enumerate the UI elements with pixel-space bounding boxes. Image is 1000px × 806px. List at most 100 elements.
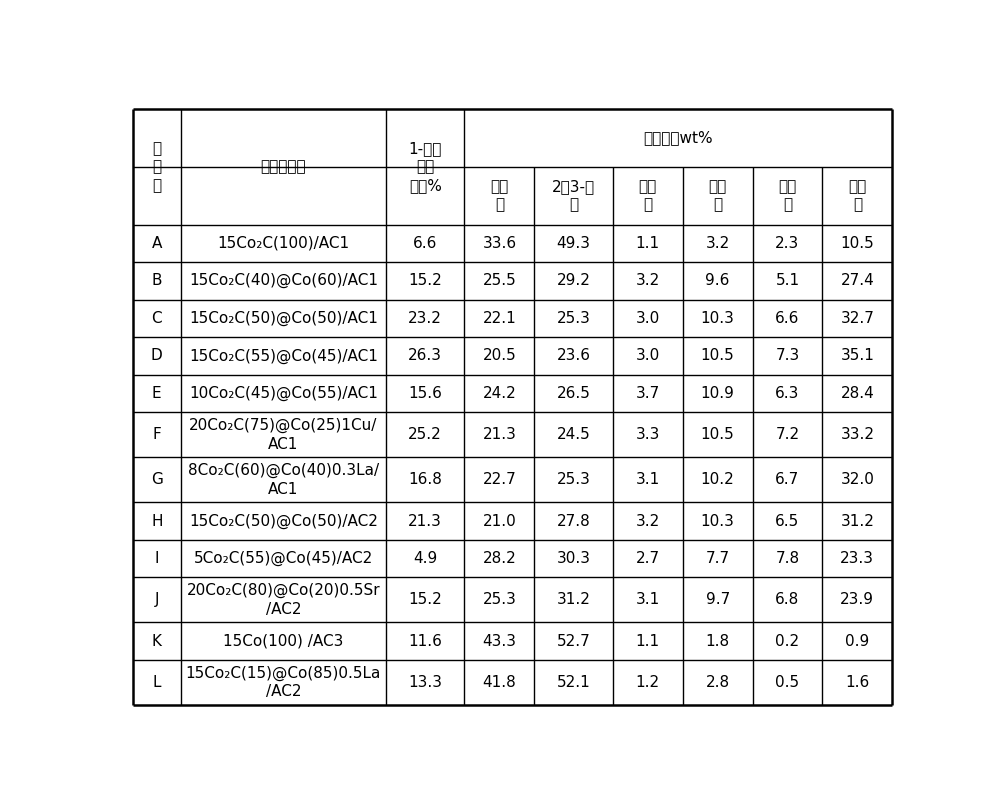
Text: 16.8: 16.8 xyxy=(408,472,442,488)
Text: 1.6: 1.6 xyxy=(845,675,869,690)
Text: 9.7: 9.7 xyxy=(706,592,730,608)
Text: 32.0: 32.0 xyxy=(840,472,874,488)
Text: E: E xyxy=(152,386,162,401)
Text: 催化剤组成: 催化剤组成 xyxy=(261,160,306,174)
Text: 15Co₂C(15)@Co(85)0.5La
/AC2: 15Co₂C(15)@Co(85)0.5La /AC2 xyxy=(186,666,381,700)
Text: 11.6: 11.6 xyxy=(408,634,442,649)
Text: C: C xyxy=(151,311,162,326)
Text: 30.3: 30.3 xyxy=(557,551,591,566)
Text: 5.1: 5.1 xyxy=(775,273,800,289)
Text: 3.2: 3.2 xyxy=(636,273,660,289)
Text: 23.3: 23.3 xyxy=(840,551,874,566)
Text: 25.3: 25.3 xyxy=(482,592,516,608)
Text: 1.8: 1.8 xyxy=(706,634,730,649)
Text: 25.5: 25.5 xyxy=(483,273,516,289)
Text: 25.3: 25.3 xyxy=(557,311,591,326)
Text: 24.2: 24.2 xyxy=(483,386,516,401)
Text: 10.5: 10.5 xyxy=(701,427,735,442)
Text: 32.7: 32.7 xyxy=(840,311,874,326)
Text: 10.3: 10.3 xyxy=(701,513,735,529)
Text: 22.7: 22.7 xyxy=(483,472,516,488)
Text: 8Co₂C(60)@Co(40)0.3La/
AC1: 8Co₂C(60)@Co(40)0.3La/ AC1 xyxy=(188,463,379,496)
Text: 35.1: 35.1 xyxy=(840,348,874,364)
Text: 异庚
醇: 异庚 醇 xyxy=(778,179,797,213)
Text: 15.6: 15.6 xyxy=(408,386,442,401)
Text: 15Co₂C(55)@Co(45)/AC1: 15Co₂C(55)@Co(45)/AC1 xyxy=(189,348,378,364)
Text: 1.2: 1.2 xyxy=(636,675,660,690)
Text: 1.1: 1.1 xyxy=(636,236,660,251)
Text: 0.9: 0.9 xyxy=(845,634,869,649)
Text: 6.6: 6.6 xyxy=(413,236,437,251)
Text: 2.7: 2.7 xyxy=(636,551,660,566)
Text: 6.7: 6.7 xyxy=(775,472,800,488)
Text: 异庚
醉: 异庚 醉 xyxy=(639,179,657,213)
Text: 20.5: 20.5 xyxy=(483,348,516,364)
Text: 1-己烯
转化
率，%: 1-己烯 转化 率，% xyxy=(409,141,442,193)
Text: 21.0: 21.0 xyxy=(483,513,516,529)
Text: 27.4: 27.4 xyxy=(840,273,874,289)
Text: 27.8: 27.8 xyxy=(557,513,590,529)
Text: 52.7: 52.7 xyxy=(557,634,590,649)
Text: 52.1: 52.1 xyxy=(557,675,590,690)
Text: 3.7: 3.7 xyxy=(636,386,660,401)
Text: 15.2: 15.2 xyxy=(408,592,442,608)
Text: 10Co₂C(45)@Co(55)/AC1: 10Co₂C(45)@Co(55)/AC1 xyxy=(189,386,378,401)
Text: L: L xyxy=(153,675,161,690)
Text: 23.6: 23.6 xyxy=(557,348,591,364)
Text: B: B xyxy=(152,273,162,289)
Text: 正庚
醇: 正庚 醇 xyxy=(848,179,866,213)
Text: 13.3: 13.3 xyxy=(408,675,442,690)
Text: 15Co₂C(100)/AC1: 15Co₂C(100)/AC1 xyxy=(217,236,349,251)
Text: 28.2: 28.2 xyxy=(483,551,516,566)
Text: A: A xyxy=(152,236,162,251)
Text: 25.3: 25.3 xyxy=(557,472,591,488)
Text: 7.2: 7.2 xyxy=(775,427,800,442)
Text: 31.2: 31.2 xyxy=(840,513,874,529)
Text: 1.1: 1.1 xyxy=(636,634,660,649)
Text: 25.2: 25.2 xyxy=(408,427,442,442)
Text: 3.3: 3.3 xyxy=(636,427,660,442)
Text: I: I xyxy=(155,551,159,566)
Text: 49.3: 49.3 xyxy=(557,236,591,251)
Text: 22.1: 22.1 xyxy=(483,311,516,326)
Text: 33.6: 33.6 xyxy=(482,236,516,251)
Text: 0.2: 0.2 xyxy=(775,634,800,649)
Text: 2.8: 2.8 xyxy=(706,675,730,690)
Text: H: H xyxy=(151,513,163,529)
Text: 正庚
醉: 正庚 醉 xyxy=(709,179,727,213)
Text: 6.5: 6.5 xyxy=(775,513,800,529)
Text: 6.6: 6.6 xyxy=(775,311,800,326)
Text: 29.2: 29.2 xyxy=(557,273,591,289)
Text: 选择性，wt%: 选择性，wt% xyxy=(644,131,713,146)
Text: 15Co(100) /AC3: 15Co(100) /AC3 xyxy=(223,634,344,649)
Text: 9.6: 9.6 xyxy=(705,273,730,289)
Text: 33.2: 33.2 xyxy=(840,427,874,442)
Text: 24.5: 24.5 xyxy=(557,427,590,442)
Text: 10.3: 10.3 xyxy=(701,311,735,326)
Text: 21.3: 21.3 xyxy=(408,513,442,529)
Text: 6.3: 6.3 xyxy=(775,386,800,401)
Text: 23.9: 23.9 xyxy=(840,592,874,608)
Text: 21.3: 21.3 xyxy=(482,427,516,442)
Text: 3.1: 3.1 xyxy=(636,592,660,608)
Text: K: K xyxy=(152,634,162,649)
Text: 催
化
剤: 催 化 剤 xyxy=(152,141,161,193)
Text: 3.0: 3.0 xyxy=(636,348,660,364)
Text: 0.5: 0.5 xyxy=(775,675,800,690)
Text: 15Co₂C(40)@Co(60)/AC1: 15Co₂C(40)@Co(60)/AC1 xyxy=(189,273,378,289)
Text: 2，3-己
烯: 2，3-己 烯 xyxy=(552,179,595,213)
Text: G: G xyxy=(151,472,163,488)
Text: 10.5: 10.5 xyxy=(701,348,735,364)
Text: 20Co₂C(75)@Co(25)1Cu/
AC1: 20Co₂C(75)@Co(25)1Cu/ AC1 xyxy=(189,418,378,451)
Text: 23.2: 23.2 xyxy=(408,311,442,326)
Text: 15Co₂C(50)@Co(50)/AC1: 15Co₂C(50)@Co(50)/AC1 xyxy=(189,311,378,326)
Text: 3.0: 3.0 xyxy=(636,311,660,326)
Text: 3.2: 3.2 xyxy=(636,513,660,529)
Text: 4.9: 4.9 xyxy=(413,551,437,566)
Text: 31.2: 31.2 xyxy=(557,592,591,608)
Text: J: J xyxy=(155,592,159,608)
Text: 5Co₂C(55)@Co(45)/AC2: 5Co₂C(55)@Co(45)/AC2 xyxy=(194,551,373,566)
Text: 7.8: 7.8 xyxy=(775,551,800,566)
Text: 41.8: 41.8 xyxy=(483,675,516,690)
Text: 10.5: 10.5 xyxy=(840,236,874,251)
